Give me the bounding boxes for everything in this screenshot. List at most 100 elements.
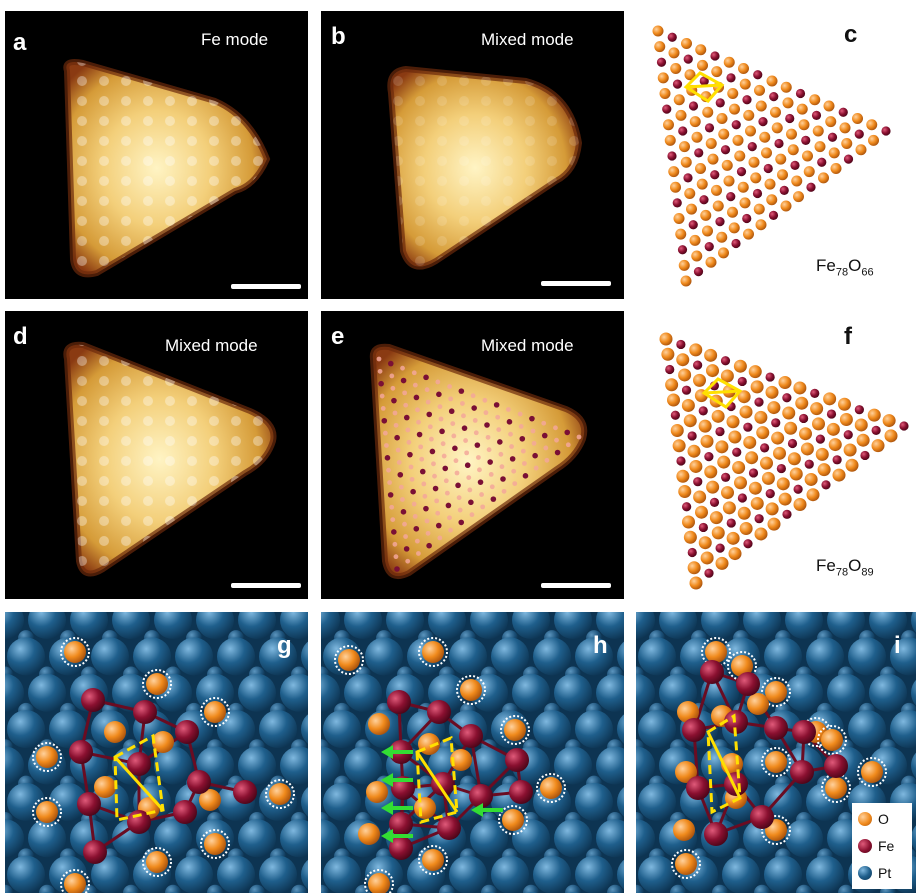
o-atom: [668, 47, 680, 59]
pt-atom: [848, 637, 886, 676]
fe-atom: [715, 426, 725, 437]
formula-subscript: 66: [861, 266, 874, 279]
o-atom: [818, 172, 829, 184]
fe-atom-marker: [423, 505, 429, 512]
fe-atom-marker: [436, 391, 442, 398]
o-atom: [358, 823, 380, 845]
o-atom: [765, 751, 787, 773]
o-atom: [682, 515, 695, 529]
o-atom-marker: [403, 402, 409, 408]
fe-atom-marker: [426, 411, 433, 418]
fe-atom: [77, 792, 101, 816]
fe-atom-marker: [419, 468, 426, 475]
o-atom: [795, 396, 809, 410]
o-atom-marker: [412, 382, 418, 388]
o-atom: [727, 206, 738, 218]
o-atom-marker: [406, 439, 412, 445]
pt-atom: [70, 612, 108, 639]
o-atom-outline: [200, 829, 230, 859]
o-atom: [830, 163, 842, 174]
fe-atom: [83, 840, 107, 864]
o-atom: [737, 506, 751, 520]
o-atom: [704, 465, 718, 479]
panel-letter: f: [844, 323, 852, 350]
o-atom: [104, 721, 126, 743]
fe-atom: [427, 700, 451, 724]
arrow-head-icon: [471, 803, 483, 817]
fe-atom-marker: [423, 374, 429, 381]
pt-atom: [49, 782, 87, 821]
o-atom: [841, 138, 853, 149]
o-atom-marker: [530, 428, 536, 434]
o-atom: [764, 178, 776, 190]
fe-atom: [699, 195, 709, 205]
pt-atom: [806, 855, 844, 893]
fe-atom: [672, 198, 682, 208]
pt-atom: [238, 819, 276, 858]
pt-atom-sub: [670, 884, 686, 893]
o-atom-marker: [431, 461, 436, 467]
o-atom: [734, 150, 746, 162]
o-atom-marker: [425, 399, 431, 405]
o-atom-marker: [435, 510, 441, 516]
o-atom: [678, 259, 690, 271]
fe-atom: [693, 477, 703, 487]
o-atom: [765, 681, 787, 703]
pt-atom: [428, 612, 466, 639]
o-atom-marker: [393, 422, 399, 428]
o-atom-marker: [461, 413, 466, 419]
pt-atom: [344, 612, 382, 639]
o-atom: [856, 433, 870, 447]
o-atom-marker: [517, 411, 523, 417]
pt-atom: [554, 746, 592, 785]
o-atom: [711, 409, 725, 423]
panel-g: g: [5, 612, 308, 893]
fe-atom: [750, 805, 774, 829]
pt-atom: [49, 710, 87, 749]
o-atom-marker: [424, 518, 430, 524]
o-atom-marker: [414, 538, 420, 544]
mode-label: Mixed mode: [481, 336, 574, 355]
o-atom: [750, 172, 762, 184]
fe-atom: [704, 822, 728, 846]
pt-atom: [785, 673, 823, 712]
o-atom: [732, 461, 746, 474]
o-atom-marker: [416, 419, 421, 425]
pt-atom: [280, 819, 308, 858]
o-atom: [704, 348, 718, 362]
o-atom: [450, 749, 472, 771]
o-atom: [654, 41, 666, 53]
o-atom-marker: [520, 448, 526, 454]
o-atom: [738, 63, 749, 74]
fe-atom-marker: [554, 449, 561, 456]
pt-atom: [175, 637, 213, 676]
o-atom: [711, 184, 722, 196]
fe-atom: [431, 772, 455, 796]
o-atom: [711, 66, 723, 78]
fe-atom-marker: [455, 482, 461, 489]
o-atom: [755, 100, 767, 112]
o-atom: [720, 369, 734, 383]
pt-atom: [722, 855, 760, 893]
fe-atom: [667, 32, 677, 42]
o-atom: [673, 819, 695, 841]
panel-letter: d: [13, 323, 28, 350]
fe-atom-marker: [506, 419, 513, 425]
fe-atom-marker: [416, 431, 423, 438]
o-atom: [767, 517, 781, 531]
fe-atom: [726, 192, 736, 202]
fe-atom: [843, 154, 854, 164]
o-atom: [698, 536, 712, 550]
o-atom: [693, 373, 706, 387]
o-atom: [678, 485, 692, 498]
pt-atom-sub: [754, 884, 770, 893]
o-atom: [661, 347, 675, 361]
fe-atom: [693, 267, 704, 277]
pt-atom: [5, 612, 24, 639]
o-atom: [668, 166, 680, 178]
pt-atom: [470, 612, 508, 639]
fe-atom: [737, 493, 747, 503]
fe-atom: [821, 480, 831, 490]
formula-element-o: O: [848, 556, 862, 575]
o-atom: [652, 25, 664, 37]
